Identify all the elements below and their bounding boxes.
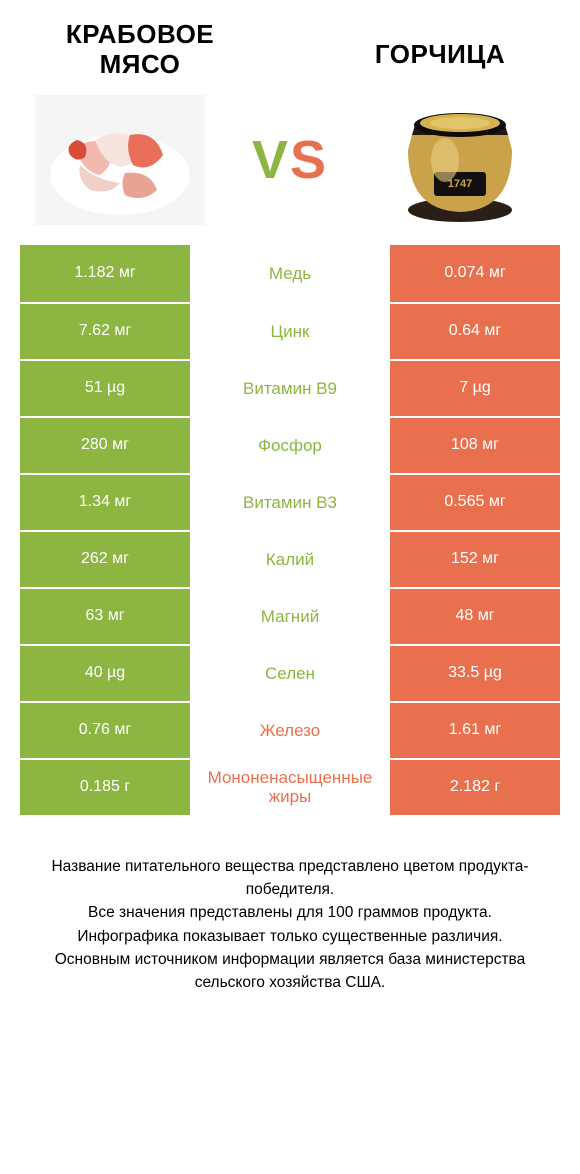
nutrient-row: 280 мгФосфор108 мг: [20, 416, 560, 473]
right-value: 33.5 µg: [390, 646, 560, 701]
svg-text:1747: 1747: [448, 178, 472, 190]
nutrient-row: 262 мгКалий152 мг: [20, 530, 560, 587]
left-value: 0.76 мг: [20, 703, 190, 758]
nutrient-name: Железо: [190, 703, 390, 758]
nutrient-rows: 1.182 мгМедь0.074 мг7.62 мгЦинк0.64 мг51…: [20, 245, 560, 815]
footer-line: Название питательного вещества представл…: [35, 855, 545, 902]
nutrient-row: 7.62 мгЦинк0.64 мг: [20, 302, 560, 359]
nutrient-row: 63 мгМагний48 мг: [20, 587, 560, 644]
vs-label: VS: [252, 129, 328, 191]
right-value: 48 мг: [390, 589, 560, 644]
footer-notes: Название питательного вещества представл…: [20, 855, 560, 1015]
right-product-title: Горчица: [340, 40, 540, 70]
vs-v: V: [252, 130, 290, 190]
nutrient-name: Медь: [190, 245, 390, 302]
nutrient-row: 51 µgВитамин B97 µg: [20, 359, 560, 416]
nutrient-name: Цинк: [190, 304, 390, 359]
nutrient-row: 40 µgСелен33.5 µg: [20, 644, 560, 701]
right-product-image: 1747: [375, 90, 545, 230]
right-value: 0.074 мг: [390, 245, 560, 302]
images-row: VS 1747: [20, 90, 560, 245]
nutrient-row: 0.76 мгЖелезо1.61 мг: [20, 701, 560, 758]
right-value: 2.182 г: [390, 760, 560, 815]
nutrient-name: Витамин B3: [190, 475, 390, 530]
right-value: 152 мг: [390, 532, 560, 587]
footer-line: Все значения представлены для 100 граммо…: [35, 901, 545, 924]
left-value: 40 µg: [20, 646, 190, 701]
nutrient-name: Витамин B9: [190, 361, 390, 416]
left-product-image: [35, 90, 205, 230]
nutrient-name: Мононенасыщенные жиры: [190, 760, 390, 815]
left-value: 51 µg: [20, 361, 190, 416]
left-value: 1.34 мг: [20, 475, 190, 530]
footer-line: Основным источником информации является …: [35, 948, 545, 995]
right-value: 108 мг: [390, 418, 560, 473]
right-value: 7 µg: [390, 361, 560, 416]
nutrient-row: 1.182 мгМедь0.074 мг: [20, 245, 560, 302]
nutrient-name: Калий: [190, 532, 390, 587]
left-value: 7.62 мг: [20, 304, 190, 359]
vs-s: S: [290, 130, 328, 190]
right-value: 0.64 мг: [390, 304, 560, 359]
comparison-infographic: Крабовое мясо Горчица VS: [0, 0, 580, 1024]
nutrient-row: 0.185 гМононенасыщенные жиры2.182 г: [20, 758, 560, 815]
header: Крабовое мясо Горчица: [20, 20, 560, 80]
footer-line: Инфографика показывает только существенн…: [35, 925, 545, 948]
left-value: 1.182 мг: [20, 245, 190, 302]
left-value: 262 мг: [20, 532, 190, 587]
left-value: 280 мг: [20, 418, 190, 473]
nutrient-name: Селен: [190, 646, 390, 701]
right-value: 1.61 мг: [390, 703, 560, 758]
nutrient-row: 1.34 мгВитамин B30.565 мг: [20, 473, 560, 530]
left-value: 63 мг: [20, 589, 190, 644]
left-product-title: Крабовое мясо: [40, 20, 240, 80]
nutrient-name: Магний: [190, 589, 390, 644]
nutrient-name: Фосфор: [190, 418, 390, 473]
left-value: 0.185 г: [20, 760, 190, 815]
right-value: 0.565 мг: [390, 475, 560, 530]
